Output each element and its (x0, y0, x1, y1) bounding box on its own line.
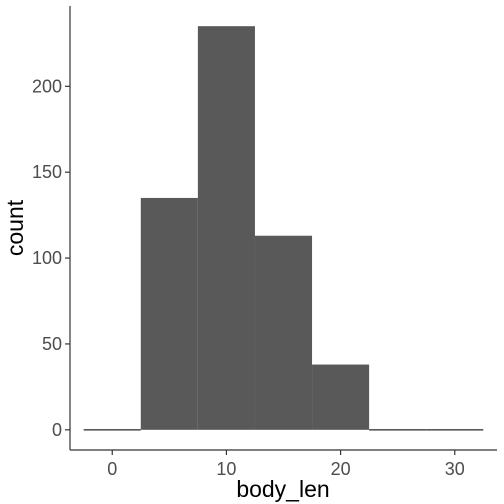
ticks-layer: 0 10 20 30 0 50 100 150 200 (32, 76, 465, 479)
y-tick-label: 150 (32, 162, 62, 182)
histogram-bar (312, 364, 370, 430)
y-tick-label: 200 (32, 76, 62, 96)
axes-layer (69, 6, 497, 451)
y-tick-label: 100 (32, 248, 62, 268)
y-tick-label: 50 (42, 334, 62, 354)
bars-layer (83, 26, 484, 431)
x-tick-label: 20 (331, 459, 351, 479)
histogram-bar (197, 26, 255, 430)
x-tick-label: 10 (216, 459, 236, 479)
x-tick-label: 30 (445, 459, 465, 479)
x-axis-title: body_len (236, 476, 329, 502)
histogram-bar (140, 197, 198, 430)
histogram-bar (254, 235, 313, 430)
y-tick-label: 0 (52, 420, 62, 440)
x-tick-label: 0 (107, 459, 117, 479)
y-axis-title: count (2, 199, 28, 256)
